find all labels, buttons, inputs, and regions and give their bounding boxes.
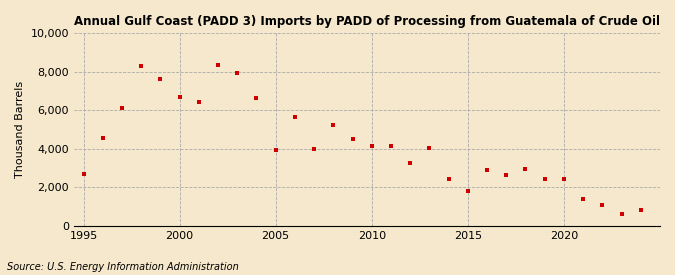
Y-axis label: Thousand Barrels: Thousand Barrels	[15, 81, 25, 178]
Title: Annual Gulf Coast (PADD 3) Imports by PADD of Processing from Guatemala of Crude: Annual Gulf Coast (PADD 3) Imports by PA…	[74, 15, 660, 28]
Text: Source: U.S. Energy Information Administration: Source: U.S. Energy Information Administ…	[7, 262, 238, 272]
